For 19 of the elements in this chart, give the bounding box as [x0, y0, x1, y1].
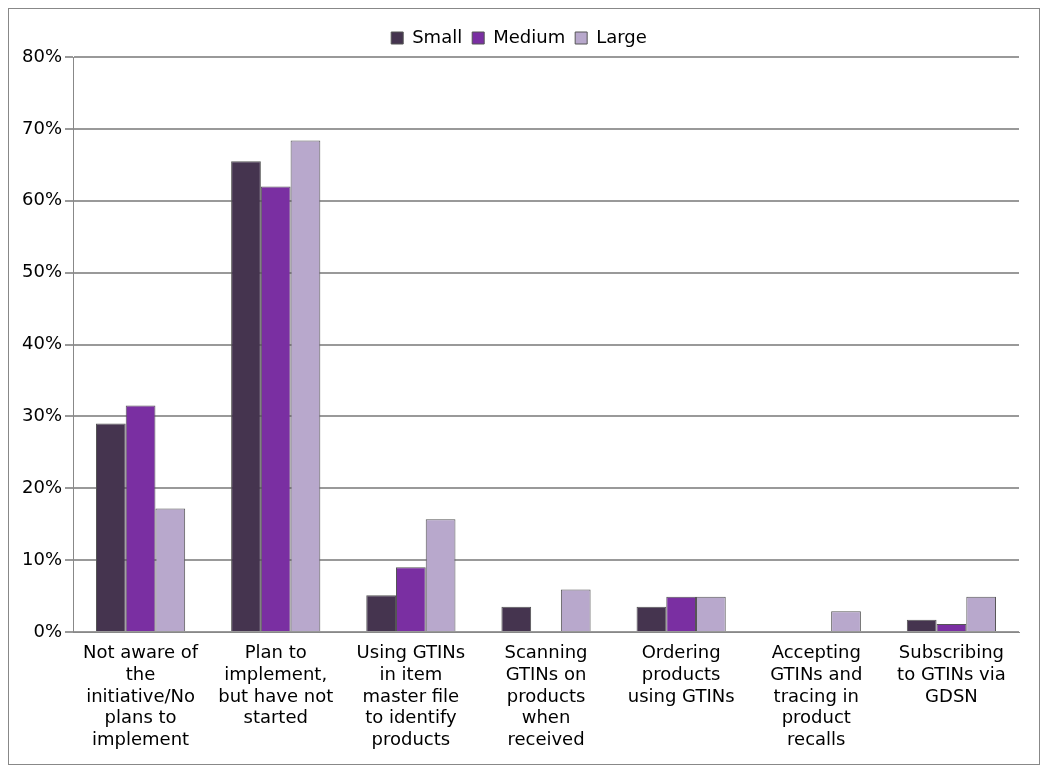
legend-label: Large [596, 25, 647, 47]
y-tick-label: 80% [21, 44, 63, 66]
y-tick-label: 40% [21, 332, 63, 354]
x-tick-label: Using GTINs in item master file to identify products [356, 641, 466, 749]
x-tick-label: Subscribing to GTINs via GDSN [897, 641, 1006, 706]
legend-label: Medium [493, 25, 566, 47]
x-tick-label: Plan to implement, but have not started [218, 641, 334, 728]
y-tick-label: 10% [21, 547, 63, 569]
x-tick-label: Accepting GTINs and tracing in product recalls [770, 641, 863, 749]
y-tick-label: 50% [21, 260, 63, 282]
y-tick-label: 60% [21, 188, 63, 210]
y-tick-label: 20% [21, 475, 63, 497]
x-tick-label: Not aware of the initiative/No plans to implement [82, 641, 199, 749]
x-tick-label: Ordering products using GTINs [627, 641, 735, 706]
y-tick-label: 70% [21, 116, 63, 138]
x-tick-label: Scanning GTINs on products when received [504, 641, 588, 749]
y-tick-label: 0% [33, 619, 63, 641]
legend-label: Small [412, 25, 463, 47]
y-tick-label: 30% [21, 404, 63, 426]
